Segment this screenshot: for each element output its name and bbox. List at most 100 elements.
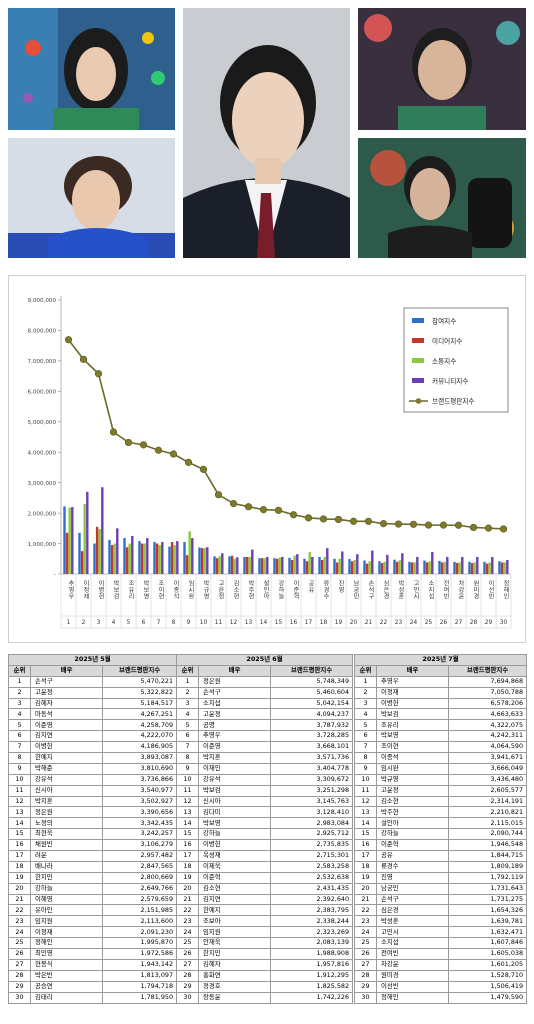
column-header: 브랜드평판지수 (269, 664, 354, 677)
legend-swatch (412, 358, 424, 363)
bar-커뮤니티지수-이종석 (176, 541, 179, 574)
y-tick-label: 6,000,000 (28, 390, 57, 396)
rank-label: 25 (425, 620, 433, 626)
table-row: 21 김지연 2,392,640 (176, 893, 354, 906)
score-cell: 4,258,709 (101, 719, 178, 732)
table-row: 1 손석구 5,470,221 (8, 675, 178, 688)
category-label: 설인아 (262, 579, 269, 600)
legend-label: 미디어지수 (432, 336, 462, 345)
category-label: 고윤정 (217, 580, 224, 600)
actor-cell: 박규영 (376, 773, 449, 786)
bar-미디어지수-박보검 (110, 545, 114, 574)
actor-cell: 이병헌 (30, 741, 103, 754)
bar-소통지수-진영 (338, 558, 341, 574)
rank-label: 8 (172, 620, 176, 626)
line-point-소지섭 (424, 521, 433, 529)
actor-cell: 박은빈 (30, 969, 103, 982)
score-cell: 1,946,548 (447, 839, 528, 852)
actor-cell: 강하늘 (376, 828, 449, 841)
score-cell: 2,323,269 (269, 926, 354, 939)
score-cell: 1,809,189 (447, 860, 528, 873)
table-row: 14 박보영 2,983,084 (176, 817, 354, 830)
score-cell: 5,470,221 (101, 675, 178, 688)
actor-cell: 현봉식 (30, 958, 103, 971)
rank-cell: 1 (8, 675, 31, 688)
category-label: 박보검 (112, 579, 119, 599)
rank-label: 24 (410, 620, 418, 626)
rank-cell: 9 (354, 762, 377, 775)
rank-label: 19 (335, 620, 343, 626)
score-cell: 1,912,295 (269, 969, 354, 982)
legend-label: 커뮤니티지수 (432, 376, 468, 385)
rank-cell: 19 (354, 871, 377, 884)
y-tick-label: 9,000,000 (28, 298, 57, 304)
actor-cell: 박보검 (376, 708, 449, 721)
bar-미디어지수-공유 (305, 561, 309, 574)
rank-cell: 22 (354, 904, 377, 917)
column-header: 배우 (376, 664, 449, 677)
actor-cell: 정경호 (198, 980, 271, 993)
table-row: 6 추영우 3,728,285 (176, 730, 354, 743)
score-cell: 3,436,480 (447, 773, 528, 786)
score-cell: 1,943,142 (101, 958, 178, 971)
rank-label: 3 (97, 620, 101, 626)
bar-참여지수-박주현 (243, 556, 246, 574)
rank-cell: 30 (354, 991, 377, 1004)
bar-소통지수-조유리 (128, 543, 131, 574)
y-tick-label: 3,000,000 (28, 481, 57, 487)
score-cell: 3,540,977 (101, 784, 178, 797)
line-point-차강윤 (454, 521, 463, 529)
bar-소통지수-전여빈 (443, 561, 446, 574)
score-cell: 3,242,257 (101, 828, 178, 841)
bar-참여지수-조이현 (153, 542, 156, 574)
rank-cell: 13 (176, 806, 199, 819)
bar-미디어지수-정해인 (500, 562, 504, 574)
bar-참여지수-이병헌 (93, 543, 96, 574)
line-point-박규영 (199, 465, 208, 473)
category-label: 손석구 (367, 580, 374, 600)
rank-cell: 22 (176, 904, 199, 917)
actor-cell: 강하늘 (198, 828, 271, 841)
bar-커뮤니티지수-이선빈 (491, 556, 494, 574)
table-row: 16 이병헌 2,735,835 (176, 839, 354, 852)
bar-소통지수-설인아 (263, 558, 266, 574)
bar-참여지수-손석구 (363, 560, 366, 574)
table-row: 8 박지훈 3,571,736 (176, 752, 354, 764)
bar-커뮤니티지수-손석구 (371, 550, 374, 574)
score-cell: 4,064,590 (447, 741, 528, 754)
line-point-고민시 (409, 520, 418, 528)
bar-소통지수-소지섭 (428, 561, 431, 574)
table-row: 10 강유석 3,736,866 (8, 773, 178, 786)
rank-cell: 21 (8, 893, 31, 906)
rank-label: 27 (455, 620, 463, 626)
actor-cell: 홍화연 (198, 969, 271, 982)
table-row: 25 안재욱 2,083,139 (176, 937, 354, 950)
table-row: 20 강하늘 2,649,766 (8, 882, 178, 895)
rank-cell: 14 (354, 817, 377, 830)
rank-cell: 10 (176, 773, 199, 786)
score-cell: 2,392,640 (269, 893, 354, 906)
actor-cell: 신시아 (30, 784, 103, 797)
bar-커뮤니티지수-소지섭 (431, 552, 434, 574)
actor-cell: 류경수 (376, 860, 449, 873)
table-row: 18 배나라 2,847,565 (8, 860, 178, 873)
score-cell: 1,781,950 (101, 991, 178, 1004)
table-row: 16 채원빈 3,106,279 (8, 839, 178, 852)
rank-label: 17 (305, 620, 313, 626)
rank-cell: 30 (176, 991, 199, 1004)
actor-cell: 소지섭 (376, 937, 449, 950)
score-cell: 2,957,482 (101, 850, 178, 862)
line-point-조이현 (154, 446, 163, 454)
score-cell: 2,847,565 (101, 860, 178, 873)
score-cell: 5,184,517 (101, 697, 178, 710)
rank-cell: 11 (8, 784, 31, 797)
bar-참여지수-이선빈 (483, 561, 486, 574)
actor-cell: 고윤정 (376, 784, 449, 797)
score-cell: 3,668,101 (269, 741, 354, 754)
bar-참여지수-임시완 (183, 542, 186, 574)
bar-미디어지수-이선빈 (485, 563, 489, 574)
score-cell: 3,736,866 (101, 773, 178, 786)
bar-커뮤니티지수-박보영 (146, 538, 149, 574)
bar-미디어지수-박보영 (140, 543, 144, 574)
score-cell: 3,666,049 (447, 762, 528, 775)
